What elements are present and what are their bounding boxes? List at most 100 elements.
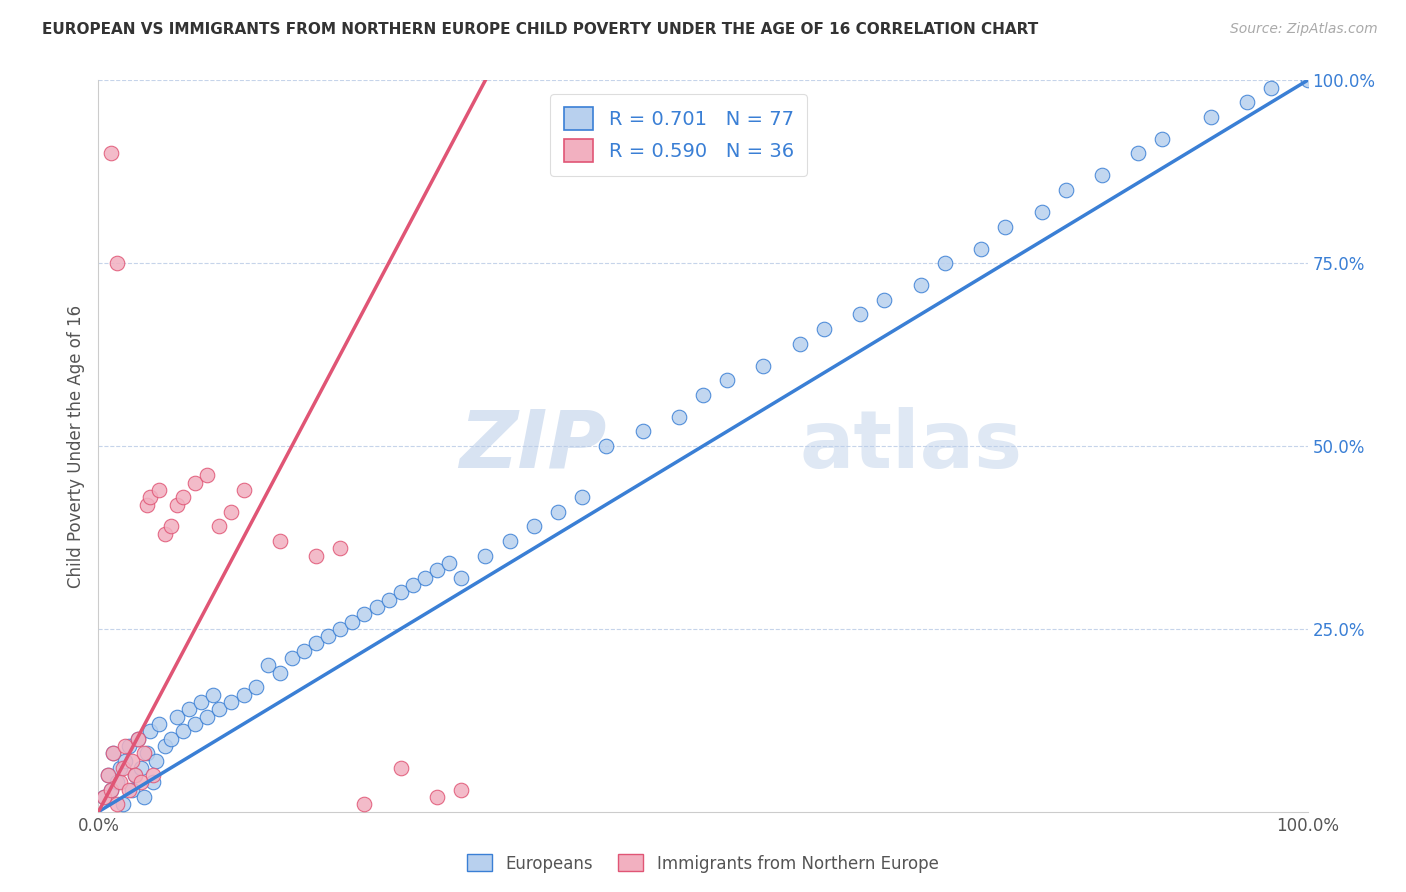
Point [139, 490, 162, 504]
Point [114, 754, 136, 768]
Point [389, 761, 412, 775]
Text: atlas: atlas [800, 407, 1022, 485]
Point [281, 651, 304, 665]
Legend: Europeans, Immigrants from Northern Europe: Europeans, Immigrants from Northern Euro… [461, 847, 945, 880]
Point [100, 782, 122, 797]
Point [221, 695, 243, 709]
Point [329, 541, 352, 556]
Point [1199, 110, 1222, 124]
Point [184, 717, 207, 731]
Point [202, 688, 225, 702]
Point [1152, 132, 1174, 146]
Point [118, 739, 141, 753]
Point [93, 790, 115, 805]
Point [571, 490, 593, 504]
Point [160, 731, 183, 746]
Point [305, 636, 328, 650]
Point [970, 242, 993, 256]
Point [437, 556, 460, 570]
Point [129, 761, 152, 775]
Point [172, 490, 194, 504]
Point [105, 256, 128, 270]
Point [631, 425, 654, 439]
Y-axis label: Child Poverty Under the Age of 16: Child Poverty Under the Age of 16 [66, 304, 84, 588]
Point [450, 571, 472, 585]
Point [135, 746, 157, 760]
Point [994, 219, 1017, 234]
Point [789, 336, 811, 351]
Point [105, 775, 128, 789]
Point [195, 468, 218, 483]
Point [97, 768, 120, 782]
Point [142, 775, 165, 789]
Point [389, 585, 412, 599]
Point [353, 797, 375, 812]
Point [101, 746, 124, 760]
Point [142, 768, 165, 782]
Point [329, 622, 352, 636]
Point [160, 519, 183, 533]
Point [148, 717, 170, 731]
Point [316, 629, 339, 643]
Point [716, 373, 738, 387]
Point [111, 761, 134, 775]
Point [426, 790, 449, 805]
Point [121, 782, 143, 797]
Point [145, 754, 167, 768]
Point [127, 731, 149, 746]
Point [108, 761, 131, 775]
Point [153, 526, 176, 541]
Point [134, 790, 156, 805]
Point [269, 534, 291, 549]
Legend: R = 0.701   N = 77, R = 0.590   N = 36: R = 0.701 N = 77, R = 0.590 N = 36 [550, 94, 807, 176]
Point [547, 505, 569, 519]
Point [305, 549, 328, 563]
Point [934, 256, 956, 270]
Point [450, 782, 472, 797]
Point [93, 790, 115, 805]
Point [208, 519, 231, 533]
Point [179, 702, 201, 716]
Point [498, 534, 520, 549]
Point [692, 388, 714, 402]
Point [166, 709, 188, 723]
Point [342, 615, 364, 629]
Point [148, 483, 170, 497]
Point [595, 439, 617, 453]
Point [114, 739, 136, 753]
Point [668, 409, 690, 424]
Point [413, 571, 436, 585]
Point [195, 709, 218, 723]
Point [101, 746, 124, 760]
Point [100, 782, 122, 797]
Point [208, 702, 231, 716]
Point [139, 724, 162, 739]
Point [184, 475, 207, 490]
Point [426, 563, 449, 577]
Point [752, 359, 775, 373]
Point [474, 549, 496, 563]
Text: Source: ZipAtlas.com: Source: ZipAtlas.com [1230, 22, 1378, 37]
Point [353, 607, 375, 622]
Point [127, 731, 149, 746]
Point [97, 768, 120, 782]
Point [221, 505, 243, 519]
Point [1128, 146, 1150, 161]
Point [1031, 205, 1053, 219]
Point [232, 688, 254, 702]
Point [402, 578, 425, 592]
Point [873, 293, 896, 307]
Point [134, 746, 156, 760]
Point [100, 146, 122, 161]
Point [1260, 80, 1282, 95]
Point [172, 724, 194, 739]
Point [124, 768, 146, 782]
Point [153, 739, 176, 753]
Point [166, 498, 188, 512]
Text: EUROPEAN VS IMMIGRANTS FROM NORTHERN EUROPE CHILD POVERTY UNDER THE AGE OF 16 CO: EUROPEAN VS IMMIGRANTS FROM NORTHERN EUR… [42, 22, 1039, 37]
Point [232, 483, 254, 497]
Point [1091, 169, 1114, 183]
Point [1054, 183, 1077, 197]
Text: ZIP: ZIP [458, 407, 606, 485]
Point [849, 307, 872, 321]
